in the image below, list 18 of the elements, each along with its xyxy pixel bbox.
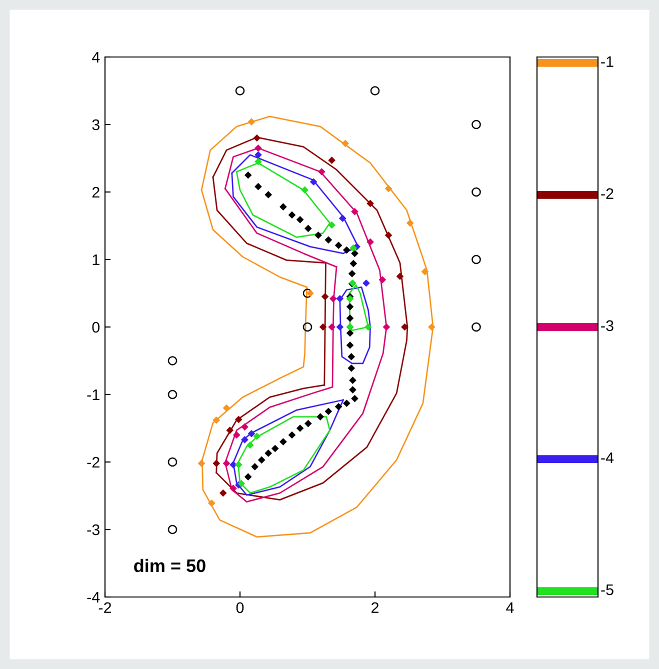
y-tick-label: 0 [92,322,100,333]
x-tick-label: 2 [372,602,378,613]
y-tick-label: -4 [87,592,100,603]
legend-label: -4 [601,452,614,463]
y-tick-label: 3 [92,119,100,130]
legend-label: -2 [601,188,614,199]
x-tick-label: 0 [236,602,244,614]
x-tick-label: 4 [506,602,514,613]
y-tick-label: -3 [87,524,100,536]
annotation: dim = 50 [134,558,206,572]
y-tick-label: 2 [92,186,100,198]
legend-label: -5 [601,584,614,596]
legend-label: -1 [601,56,614,67]
y-tick-label: 4 [92,52,100,63]
y-tick-label: 1 [92,254,100,266]
y-tick-label: -1 [87,390,100,400]
y-tick-label: -2 [87,456,100,468]
legend-label: -3 [601,320,614,332]
